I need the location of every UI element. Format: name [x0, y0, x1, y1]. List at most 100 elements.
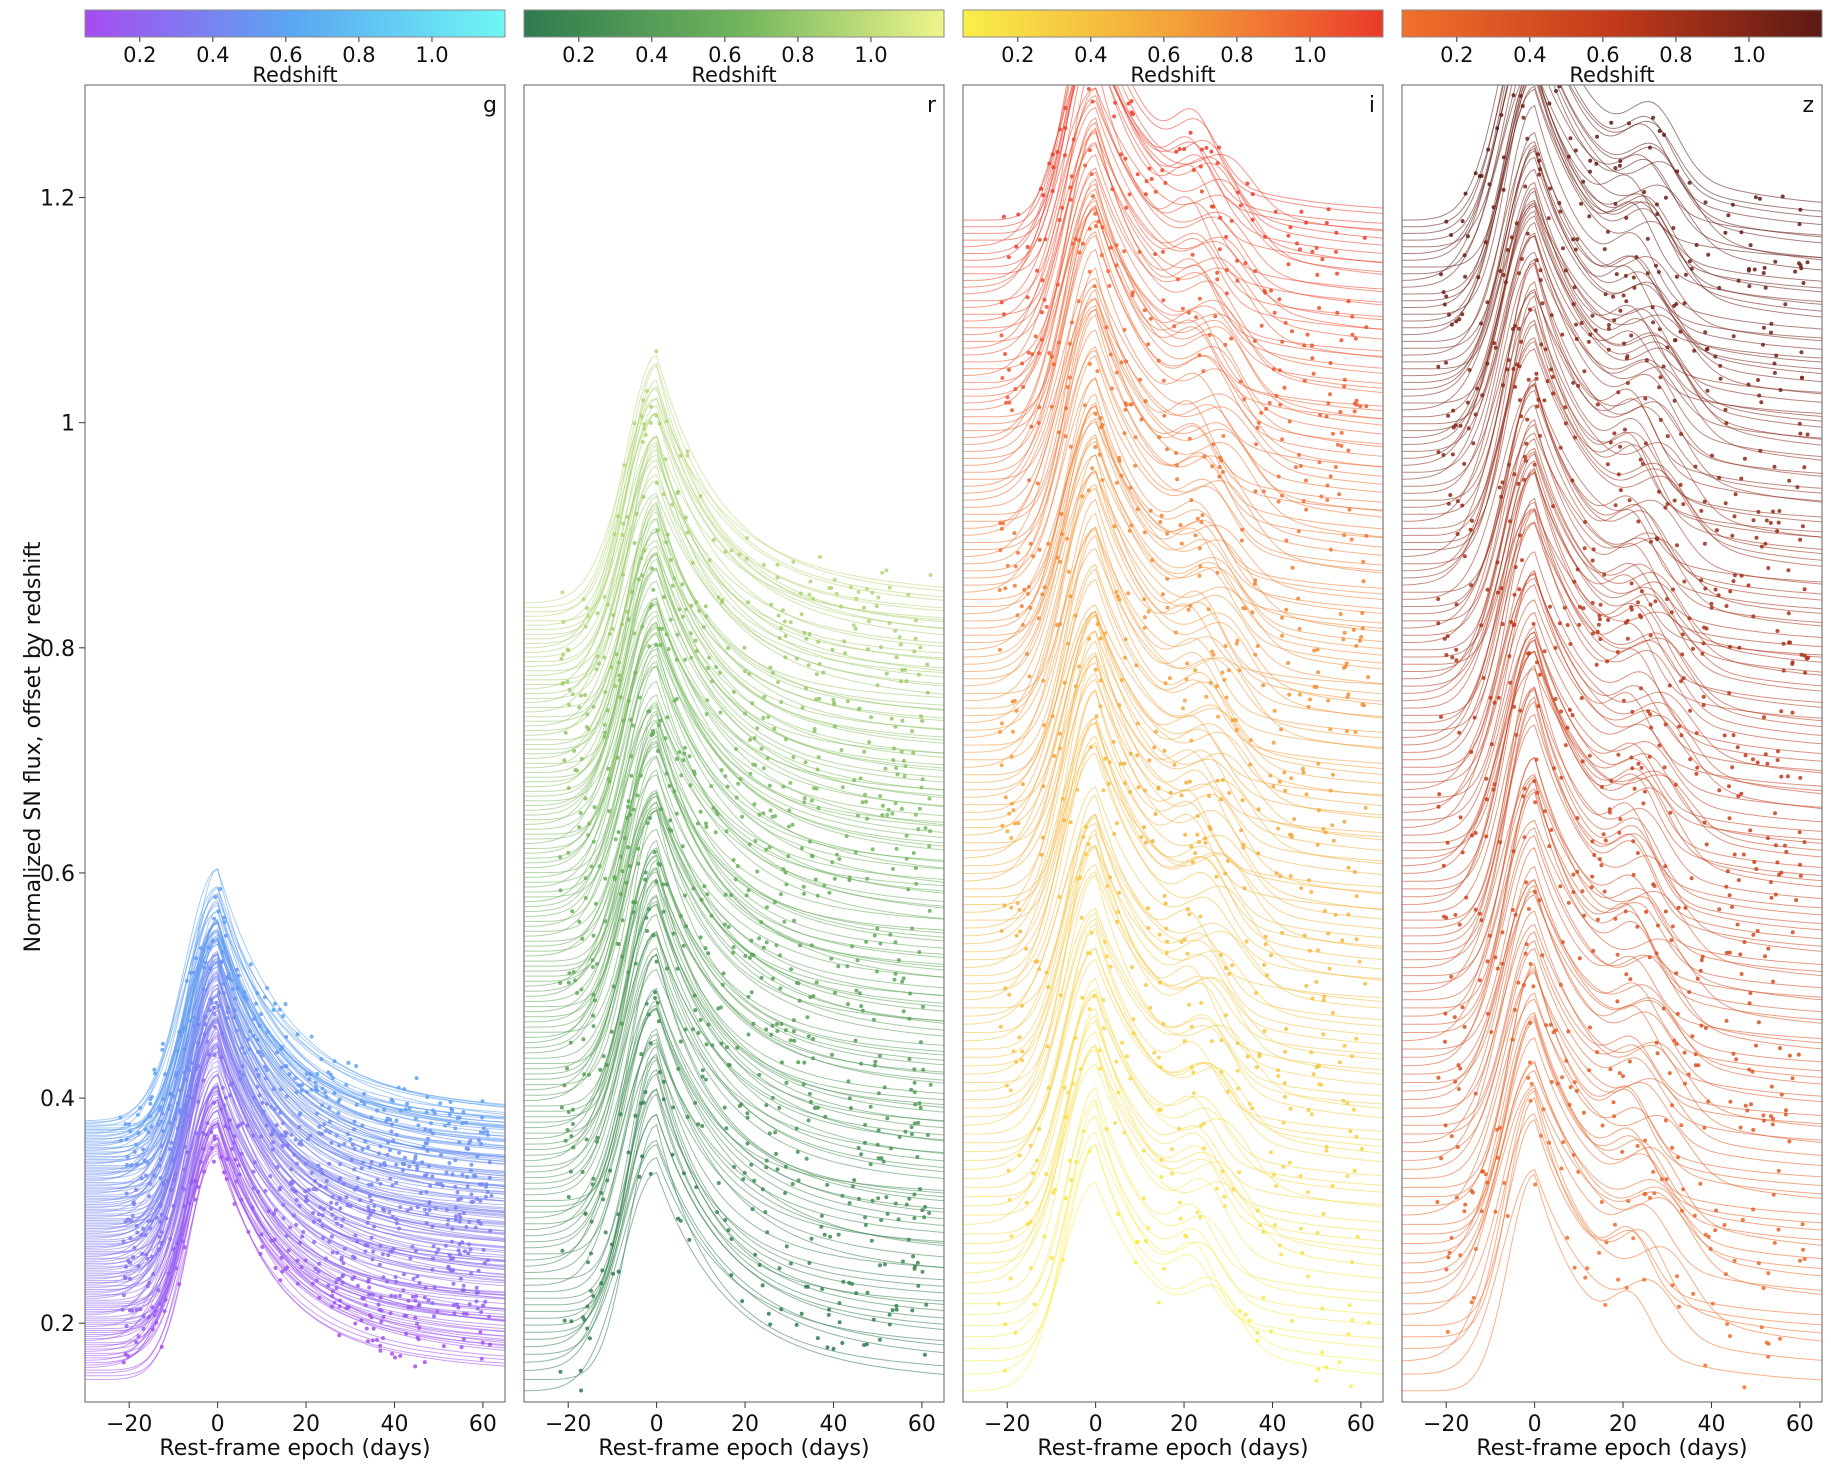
- flux-point: [1112, 832, 1117, 836]
- lightcurve-fit: [1402, 85, 1822, 234]
- flux-point: [750, 1207, 755, 1212]
- flux-point: [812, 726, 817, 731]
- flux-point: [590, 958, 595, 963]
- flux-point: [753, 839, 758, 843]
- flux-point: [1187, 779, 1192, 784]
- flux-point: [411, 1294, 415, 1299]
- flux-point: [336, 1111, 341, 1116]
- lightcurve-fit: [524, 913, 944, 1173]
- flux-point: [1009, 1234, 1014, 1239]
- lightcurve-fit: [1402, 1062, 1822, 1294]
- flux-point: [791, 1029, 796, 1034]
- flux-point: [352, 1187, 357, 1192]
- flux-point: [1242, 397, 1247, 402]
- flux-point: [1802, 465, 1807, 470]
- flux-point: [597, 864, 602, 869]
- lightcurve-fit: [524, 364, 944, 622]
- flux-point: [678, 1218, 683, 1223]
- flux-point: [1617, 163, 1622, 168]
- flux-point: [1455, 1145, 1460, 1149]
- flux-point: [1775, 758, 1780, 763]
- lightcurve-fit: [1402, 522, 1822, 761]
- flux-point: [1315, 1230, 1320, 1235]
- flux-point: [335, 1221, 340, 1226]
- lightcurve-fit: [1402, 584, 1822, 828]
- flux-point: [1595, 917, 1600, 922]
- flux-point: [402, 1313, 407, 1318]
- flux-point: [289, 1132, 294, 1137]
- flux-point: [1007, 811, 1012, 816]
- flux-point: [857, 991, 862, 996]
- plot-frame: [962, 84, 1384, 1403]
- flux-point: [1450, 655, 1455, 660]
- flux-point: [928, 1082, 933, 1087]
- flux-point: [927, 1211, 932, 1215]
- flux-point: [690, 560, 695, 565]
- lightcurve-fit: [85, 1092, 505, 1312]
- flux-point: [1330, 1010, 1335, 1015]
- flux-point: [901, 976, 906, 981]
- lightcurve-fit: [1402, 186, 1822, 432]
- flux-point: [1731, 733, 1736, 738]
- flux-point: [765, 1230, 770, 1235]
- flux-point: [904, 833, 909, 838]
- lightcurve-fit: [1402, 639, 1822, 890]
- flux-point: [163, 1072, 168, 1077]
- flux-point: [1012, 583, 1017, 588]
- flux-point: [796, 1060, 801, 1065]
- flux-point: [1772, 361, 1777, 366]
- flux-point: [1207, 333, 1212, 337]
- flux-point: [996, 1301, 1001, 1306]
- flux-point: [1759, 1325, 1764, 1330]
- flux-point: [1226, 668, 1231, 673]
- flux-point: [1751, 1127, 1756, 1132]
- lightcurve-fit: [1402, 451, 1822, 694]
- flux-point: [1724, 604, 1729, 608]
- lightcurve-fit: [524, 600, 944, 821]
- flux-point: [330, 1293, 335, 1298]
- flux-point: [129, 1163, 134, 1168]
- flux-point: [1513, 565, 1518, 570]
- x-tick-label: −20: [1423, 1412, 1469, 1437]
- flux-point: [1068, 197, 1073, 202]
- lightcurve-fit: [524, 800, 944, 1033]
- flux-point: [481, 1130, 486, 1135]
- flux-point: [1178, 1200, 1182, 1205]
- flux-point: [1288, 874, 1293, 878]
- flux-point: [799, 1311, 804, 1316]
- flux-point: [1553, 1028, 1558, 1033]
- flux-point: [998, 548, 1003, 553]
- flux-point: [566, 786, 571, 791]
- flux-point: [1003, 586, 1008, 591]
- lightcurve-fit: [1402, 1096, 1822, 1338]
- flux-point: [288, 1225, 293, 1230]
- lightcurve-fit: [963, 376, 1383, 607]
- lightcurve-fit: [1402, 650, 1822, 905]
- lightcurve-fit: [963, 988, 1383, 1188]
- flux-point: [723, 1218, 728, 1222]
- flux-point: [1093, 667, 1098, 672]
- lightcurve-fit: [1402, 688, 1822, 929]
- flux-point: [562, 1318, 567, 1323]
- flux-point: [193, 1197, 198, 1202]
- flux-point: [1647, 754, 1652, 759]
- flux-point: [444, 1170, 449, 1175]
- flux-point: [446, 1217, 451, 1222]
- lightcurve-fit: [963, 1115, 1383, 1326]
- flux-point: [1724, 1018, 1729, 1023]
- flux-point: [711, 537, 716, 542]
- flux-point: [840, 785, 845, 790]
- flux-point: [722, 922, 727, 927]
- flux-point: [1209, 204, 1214, 209]
- flux-point: [885, 813, 890, 817]
- lightcurve-fit: [1402, 550, 1822, 776]
- flux-point: [469, 1192, 474, 1197]
- flux-point: [124, 1191, 129, 1196]
- flux-point: [578, 1368, 583, 1373]
- flux-point: [1182, 698, 1187, 703]
- flux-point: [1222, 1194, 1227, 1199]
- flux-point: [1012, 531, 1017, 536]
- flux-point: [907, 1057, 912, 1061]
- flux-point: [171, 1094, 176, 1099]
